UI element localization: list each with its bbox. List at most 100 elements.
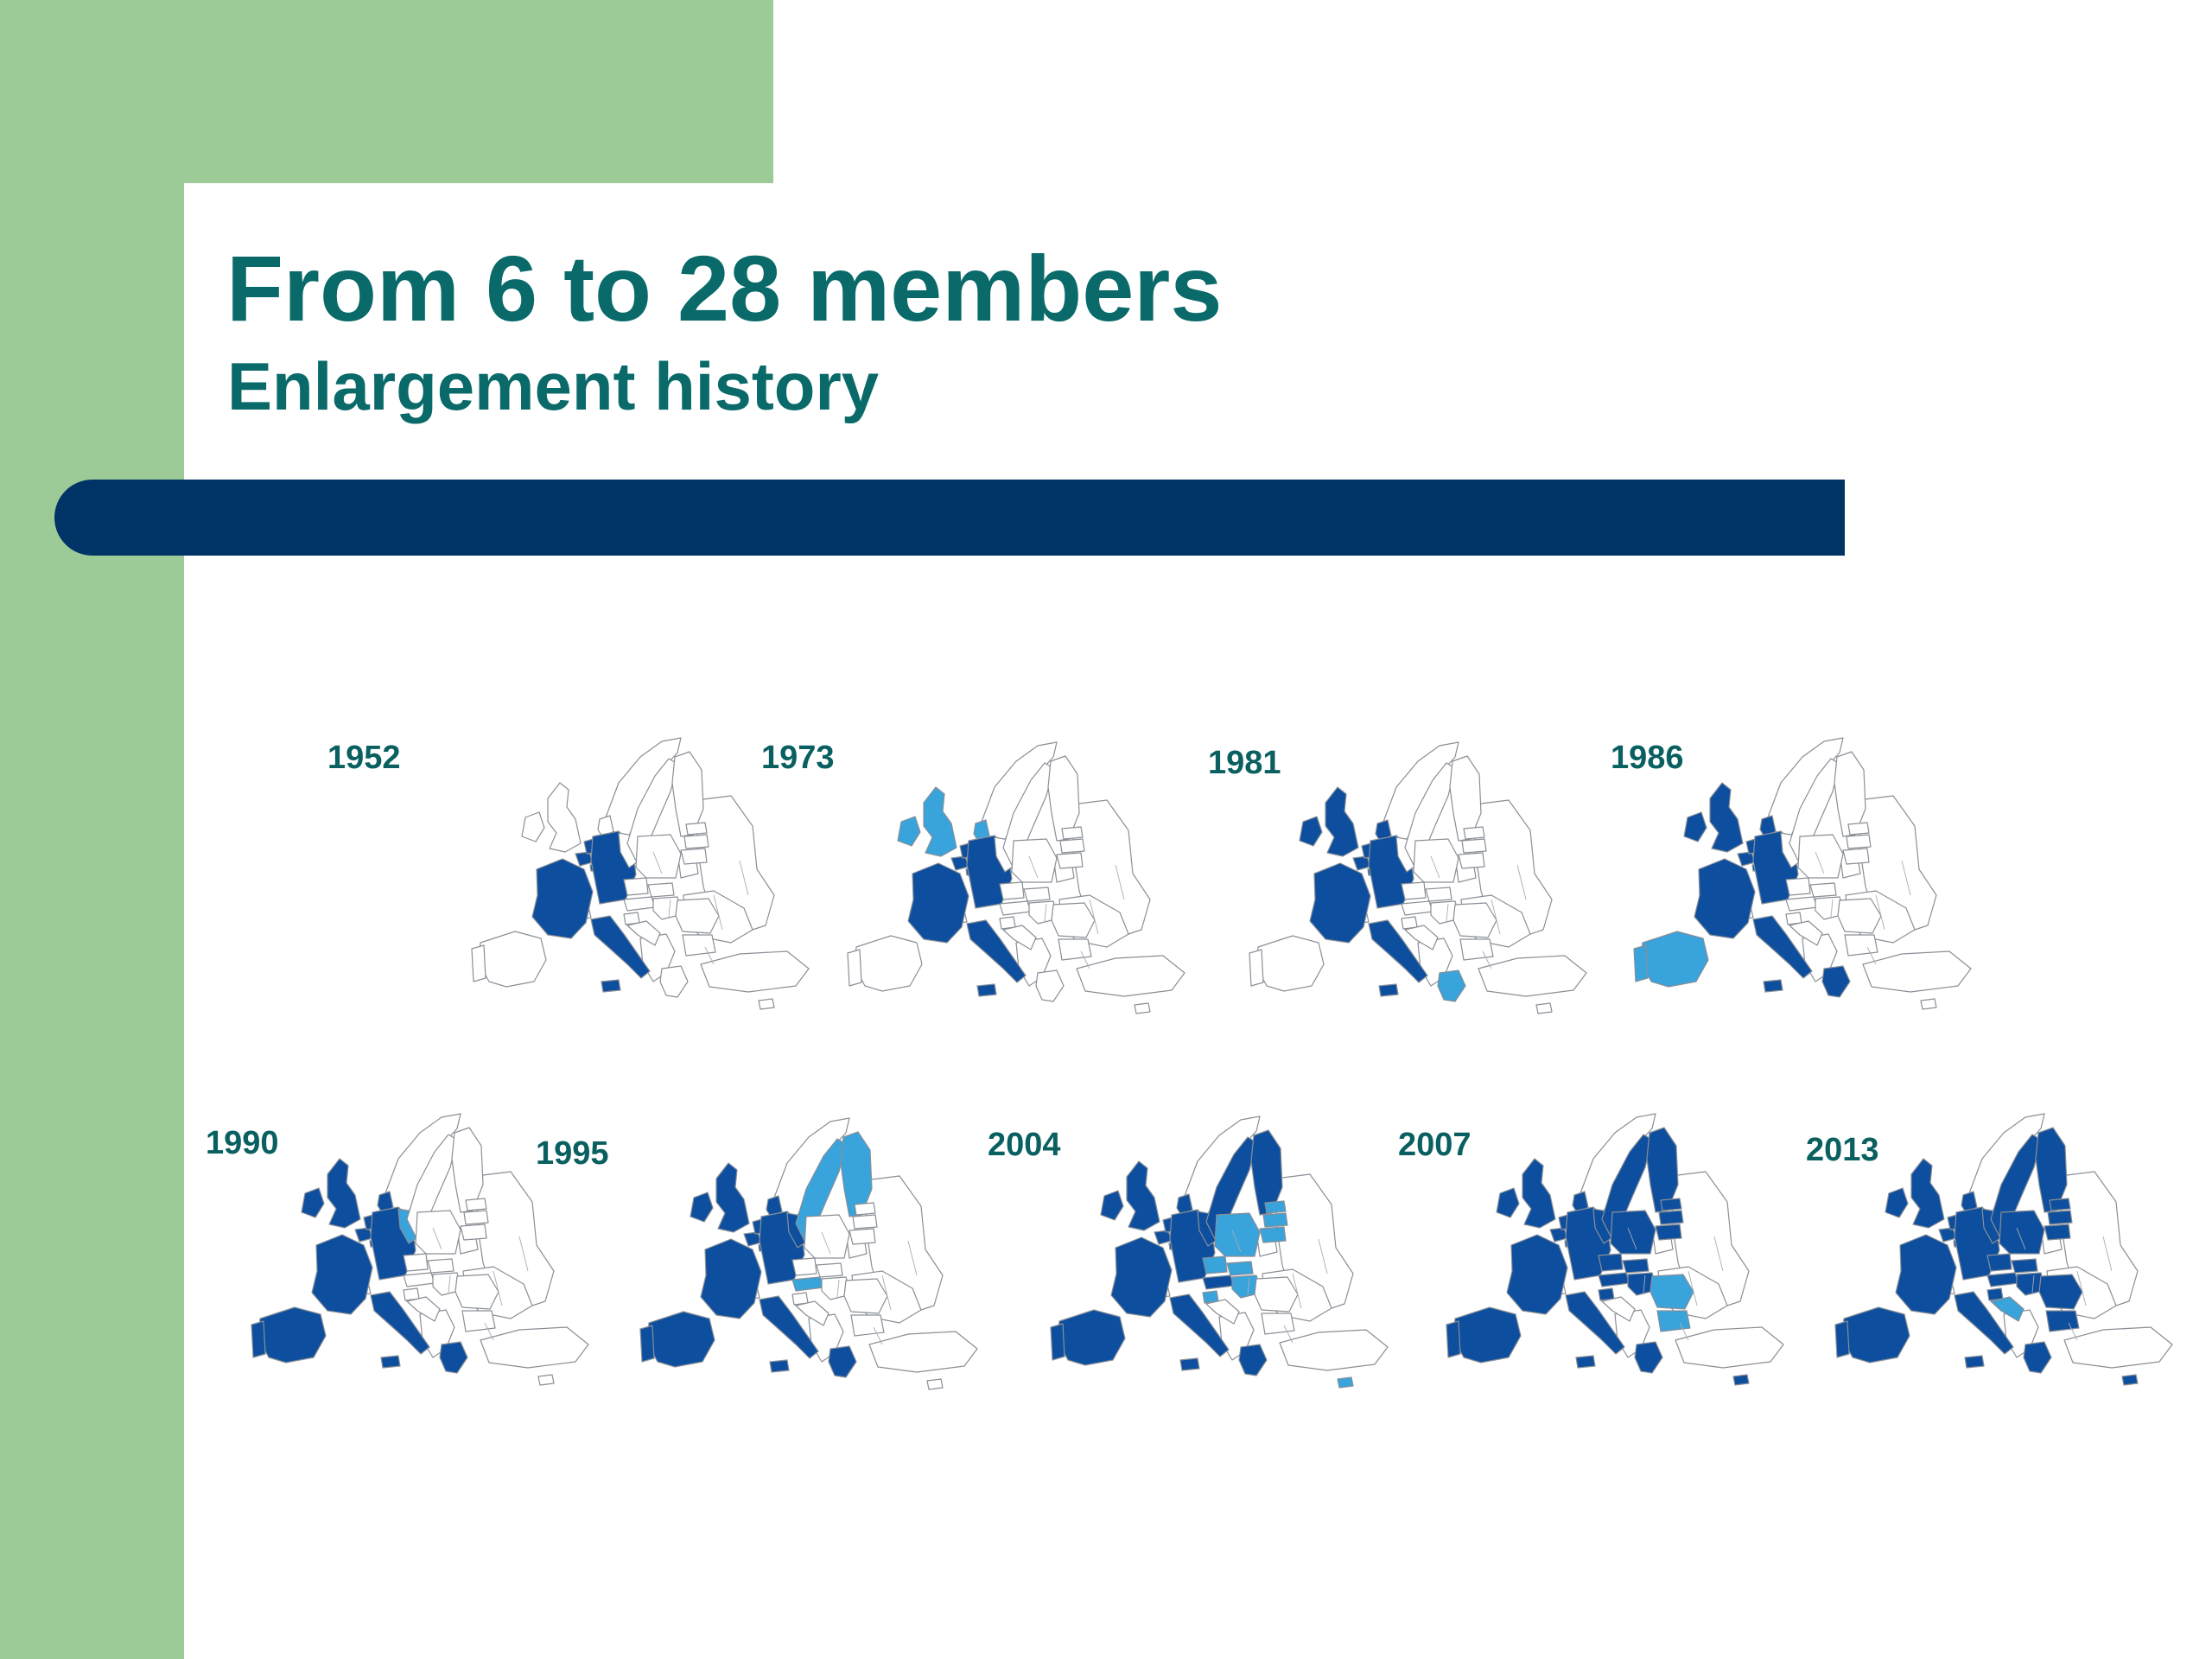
map-border-lines — [1430, 855, 1527, 969]
country-shape-lt — [680, 848, 708, 865]
country-shape-lt — [2044, 1224, 2071, 1241]
country-shape-ee — [1061, 826, 1084, 840]
country-shape-cz — [999, 881, 1025, 900]
country-shape-pl — [1610, 1210, 1656, 1255]
country-shape-at — [623, 896, 656, 912]
top-color-band — [0, 0, 773, 183]
country-shape-es — [1640, 931, 1709, 988]
country-shape-fr — [1895, 1234, 1957, 1315]
country-shape-lt — [1655, 1224, 1682, 1241]
country-shape-hu — [432, 1272, 463, 1296]
country-shape-gr — [2023, 1341, 2052, 1374]
country-shape-sk — [1809, 882, 1837, 898]
country-shape-at — [1598, 1272, 1630, 1287]
country-shape-ie — [1100, 1190, 1124, 1221]
country-shape-hu — [1815, 896, 1846, 920]
country-shape-pl — [1214, 1212, 1261, 1257]
country-shape-uk — [547, 782, 582, 853]
country-shape-sk — [1425, 887, 1452, 902]
map-border-lines — [2016, 1227, 2113, 1341]
year-label-1952: 1952 — [327, 740, 401, 776]
country-shape-es — [1841, 1306, 1910, 1363]
country-shape-fr — [907, 862, 969, 944]
map-border-lines — [1231, 1230, 1328, 1344]
country-shape-fr — [1309, 862, 1371, 944]
country-shape-ro — [675, 898, 720, 934]
country-shape-ro — [1649, 1274, 1694, 1310]
country-shape-ro — [1837, 898, 1882, 934]
country-shape-ro — [454, 1274, 499, 1310]
country-shape-fr — [700, 1238, 762, 1319]
country-shape-ro — [2038, 1274, 2083, 1310]
country-shape-cz — [1785, 877, 1811, 896]
country-shape-bg — [1058, 938, 1092, 961]
country-shape-cy — [2121, 1374, 2139, 1386]
country-shape-hr — [795, 1300, 830, 1326]
country-shape-uk — [1522, 1158, 1556, 1229]
country-shape-sk — [647, 882, 675, 898]
country-shape-es — [854, 935, 923, 992]
country-shape-at — [1401, 900, 1433, 916]
country-shape-sk — [1622, 1258, 1649, 1274]
country-shape-hu — [1028, 900, 1059, 925]
country-shape-pl — [804, 1214, 850, 1259]
country-shape-pt — [639, 1325, 655, 1363]
country-shape-lv — [852, 1214, 878, 1230]
country-shape-pt — [1446, 1320, 1461, 1358]
country-shape-ro — [1051, 902, 1096, 938]
country-shape-uk — [1325, 786, 1359, 857]
country-shape-sk — [2011, 1258, 2038, 1274]
country-shape-cy — [1920, 998, 1937, 1010]
country-shape-hu — [2016, 1272, 2047, 1296]
country-shape-ie — [301, 1187, 325, 1218]
country-shape-gr — [1821, 965, 1851, 998]
country-shape-fr — [311, 1234, 373, 1315]
country-shape-lv — [2047, 1210, 2073, 1225]
country-shape-ro — [843, 1278, 888, 1314]
country-shape-fr — [1506, 1234, 1568, 1315]
country-shape-at — [999, 900, 1032, 916]
country-shape-hu — [652, 896, 683, 920]
europe-map-1995 — [639, 1117, 978, 1390]
country-shape-ee — [2049, 1198, 2071, 1211]
country-shape-cz — [403, 1253, 429, 1272]
country-shape-at — [1785, 896, 1818, 912]
map-border-lines — [432, 1227, 529, 1341]
country-shape-it — [590, 915, 651, 993]
country-shape-lt — [1259, 1226, 1287, 1243]
country-shape-be — [1737, 851, 1756, 867]
country-shape-ro — [1452, 902, 1497, 938]
country-shape-pl — [635, 834, 682, 879]
country-shape-fr — [1694, 858, 1756, 939]
map-border-lines — [1627, 1227, 1724, 1341]
country-shape-bg — [461, 1310, 496, 1332]
country-shape-hu — [821, 1276, 852, 1300]
country-shape-pl — [415, 1210, 461, 1255]
country-shape-uk — [715, 1162, 750, 1233]
country-shape-pt — [1249, 949, 1264, 987]
country-shape-ie — [1683, 811, 1707, 842]
country-shape-lt — [849, 1228, 876, 1245]
country-shape-cz — [1401, 881, 1427, 900]
country-shape-lv — [1461, 838, 1487, 854]
country-shape-turkey — [2063, 1326, 2173, 1369]
country-shape-hu — [1231, 1274, 1262, 1299]
country-shape-hr — [406, 1296, 441, 1322]
country-shape-hr — [1404, 925, 1439, 950]
country-shape-it — [1169, 1294, 1230, 1371]
country-shape-turkey — [1478, 955, 1587, 997]
country-shape-pl — [1797, 834, 1844, 879]
country-shape-pt — [251, 1320, 266, 1358]
country-shape-gr — [659, 965, 689, 998]
country-shape-be — [1938, 1227, 1957, 1243]
country-shape-at — [1202, 1274, 1235, 1290]
country-shape-pl — [1011, 838, 1058, 883]
country-shape-sk — [816, 1262, 843, 1278]
country-shape-lv — [1059, 838, 1085, 854]
country-shape-ee — [1847, 822, 1870, 836]
country-shape-lt — [460, 1224, 487, 1241]
country-shape-be — [1352, 855, 1371, 871]
country-shape-lv — [1846, 834, 1872, 849]
map-border-lines — [652, 851, 749, 965]
country-shape-cz — [1986, 1253, 2012, 1272]
